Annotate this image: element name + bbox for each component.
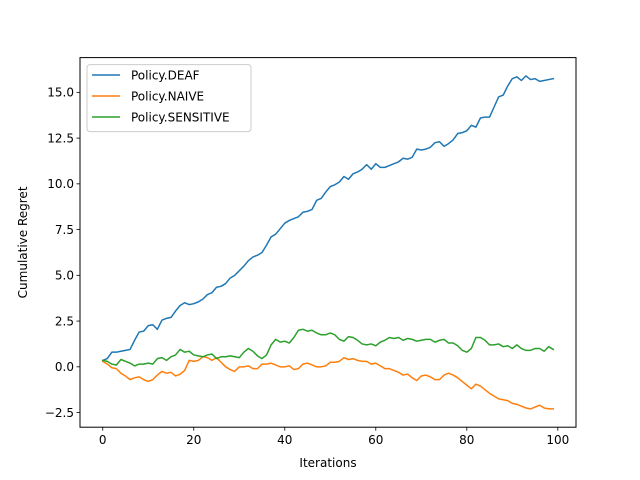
legend-label-0: Policy.DEAF (131, 68, 200, 82)
legend-frame (86, 64, 252, 133)
x-tick-label: 0 (99, 433, 107, 447)
plot-frame (79, 57, 577, 428)
y-tick-label: 10.0 (47, 177, 74, 191)
x-tick-label: 20 (186, 433, 201, 447)
y-tick-label: 7.5 (55, 223, 74, 237)
y-tick-label: 5.0 (55, 269, 74, 283)
series-line-1 (101, 356, 554, 410)
legend: Policy.DEAF Policy.NAIVE Policy.SENSITIVE (86, 64, 252, 133)
y-tick-label: 12.5 (47, 131, 74, 145)
y-tick-label: 2.5 (55, 314, 74, 328)
series-layer (101, 75, 555, 410)
legend-label-1: Policy.NAIVE (131, 89, 204, 103)
x-tick-label: 60 (368, 433, 383, 447)
x-tick-label: 40 (277, 433, 292, 447)
x-axis-label: Iterations (299, 456, 356, 470)
series-line-0 (101, 75, 555, 362)
y-tick-label: 15.0 (47, 86, 74, 100)
x-tick-label: 80 (459, 433, 474, 447)
y-axis-label: Cumulative Regret (16, 186, 30, 298)
y-tick-label: −2.5 (45, 406, 74, 420)
ticks-layer: 0 20 40 60 80 100 −2.5 0.0 2.5 5.0 7.5 10.0 12.5 15.0 (45, 86, 569, 448)
x-tick-label: 100 (546, 433, 569, 447)
series-line-2 (101, 328, 555, 367)
y-tick-label: 0.0 (55, 360, 74, 374)
legend-label-2: Policy.SENSITIVE (131, 110, 230, 124)
